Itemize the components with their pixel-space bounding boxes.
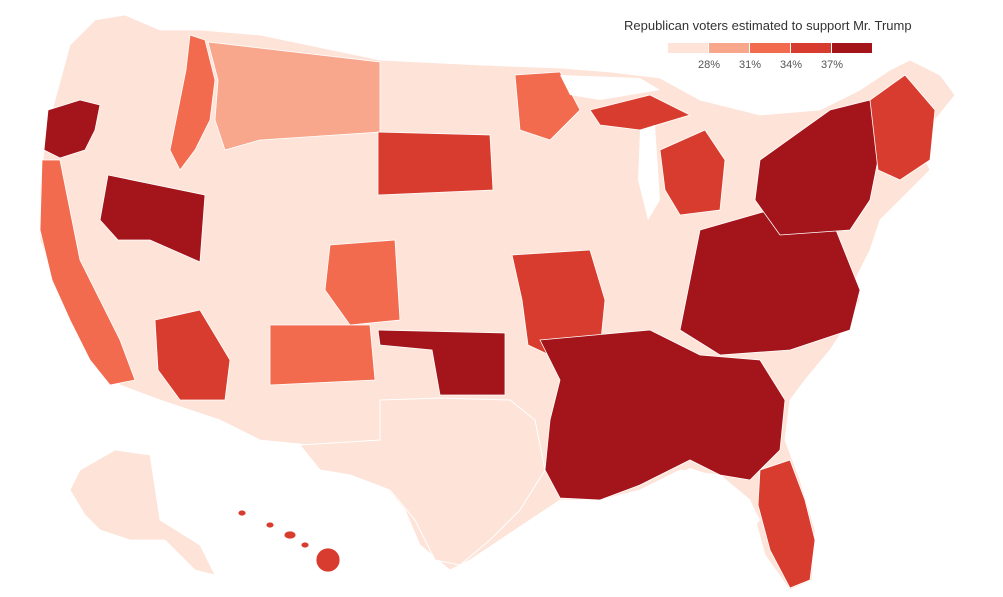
alaska-region [69, 449, 216, 576]
michigan-region [659, 129, 726, 216]
legend-color-scale [668, 43, 873, 53]
legend-swatch-5 [832, 43, 872, 53]
legend-tick-31: 31% [738, 59, 762, 71]
michigan-upper-region [589, 94, 692, 131]
wyoming-region [99, 174, 206, 263]
montana-region [207, 41, 381, 151]
new-england-region [869, 74, 936, 181]
florida-region [757, 459, 816, 589]
oklahoma-region [377, 329, 506, 396]
minnesota-region [514, 71, 581, 141]
colorado-region [324, 239, 401, 326]
legend-swatch-4 [791, 43, 831, 53]
texas-region [299, 397, 546, 566]
legend-swatch-1 [668, 43, 708, 53]
legend-tick-28: 28% [697, 59, 721, 71]
arizona-south-region [154, 309, 231, 401]
legend-swatch-2 [709, 43, 749, 53]
northeast-region [754, 99, 881, 236]
idaho-panhandle-region [169, 34, 216, 171]
legend: Republican voters estimated to support M… [600, 18, 930, 71]
south-dakota-region [377, 131, 494, 196]
appalachia-region [679, 209, 861, 356]
legend-swatch-3 [750, 43, 790, 53]
legend-tick-34: 34% [779, 59, 803, 71]
deep-south-region [539, 329, 786, 501]
legend-title: Republican voters estimated to support M… [624, 18, 912, 33]
new-mexico-region [269, 324, 376, 386]
lake-superior [560, 75, 660, 100]
legend-tick-37: 37% [820, 59, 844, 71]
legend-ticks: 28% 31% 34% 37% [668, 59, 873, 73]
lake-michigan [638, 125, 660, 220]
gulf-coast-cutout [560, 468, 760, 597]
pacific-coast-region [39, 159, 136, 386]
hawaii-region [237, 509, 341, 573]
oregon-west-region [43, 99, 101, 159]
